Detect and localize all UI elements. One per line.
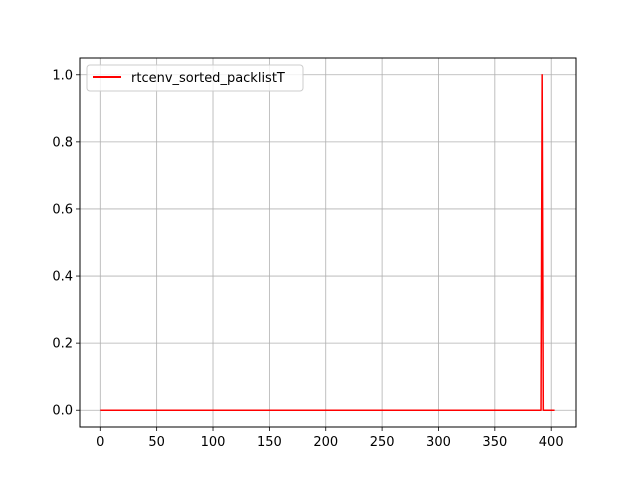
y-tick-label: 1.0 bbox=[52, 68, 73, 83]
x-tick-label: 350 bbox=[482, 435, 507, 450]
y-tick-label: 0.0 bbox=[52, 404, 73, 419]
axes-frame bbox=[79, 57, 577, 428]
x-tick-label: 300 bbox=[426, 435, 451, 450]
x-tick-label: 200 bbox=[313, 435, 338, 450]
x-tick-label: 0 bbox=[96, 435, 104, 450]
x-tick-label: 150 bbox=[257, 435, 282, 450]
x-tick-label: 50 bbox=[148, 435, 165, 450]
x-tick-label: 100 bbox=[201, 435, 226, 450]
y-tick-label: 0.6 bbox=[52, 202, 73, 217]
legend-label: rtcenv_sorted_packlistT bbox=[131, 71, 285, 86]
y-tick-label: 0.4 bbox=[52, 270, 73, 285]
series-layer bbox=[100, 74, 555, 411]
y-tick-label: 0.8 bbox=[52, 135, 73, 150]
x-tick-label: 400 bbox=[539, 435, 564, 450]
legend: rtcenv_sorted_packlistT bbox=[86, 64, 304, 92]
series-line bbox=[100, 74, 555, 411]
x-axis: 0 50 100 150 200 250 300 350 400 bbox=[96, 427, 564, 450]
x-tick-label: 250 bbox=[370, 435, 395, 450]
legend-box bbox=[86, 64, 304, 92]
y-tick-label: 0.2 bbox=[52, 337, 73, 352]
y-axis: 0.0 0.2 0.4 0.6 0.8 1.0 bbox=[52, 68, 80, 419]
